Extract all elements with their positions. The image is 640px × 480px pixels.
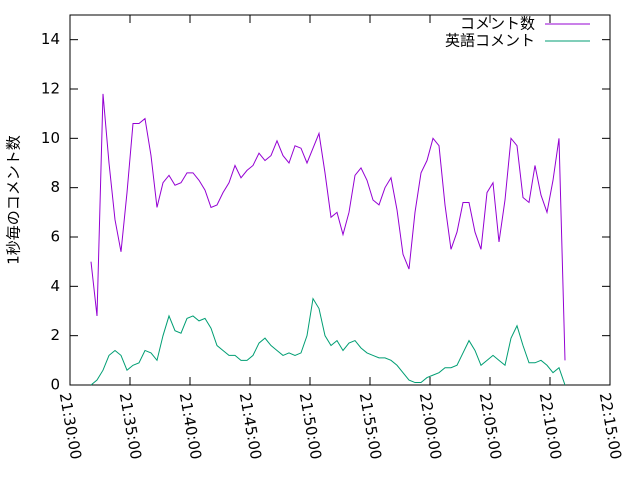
x-tick-label: 21:35:00 (116, 391, 145, 460)
legend-label: コメント数 (460, 15, 535, 33)
legend-label: 英語コメント (445, 32, 535, 50)
y-tick-label: 10 (41, 129, 60, 147)
x-tick-label: 21:40:00 (176, 391, 205, 460)
x-tick-label: 21:50:00 (296, 391, 325, 460)
y-tick-label: 8 (50, 178, 60, 196)
y-tick-label: 4 (50, 277, 60, 295)
y-tick-label: 2 (50, 326, 60, 344)
y-tick-label: 12 (41, 80, 60, 98)
x-tick-label: 21:30:00 (56, 391, 85, 460)
y-tick-label: 0 (50, 376, 60, 394)
x-tick-label: 21:45:00 (236, 391, 265, 460)
x-tick-label: 22:05:00 (476, 391, 505, 460)
plot-border (69, 14, 611, 386)
y-tick-label: 14 (41, 30, 60, 48)
x-tick-label: 21:55:00 (356, 391, 385, 460)
x-tick-label: 22:15:00 (596, 391, 625, 460)
data-line (90, 93, 566, 361)
data-line (90, 297, 566, 386)
x-tick-label: 22:10:00 (536, 391, 565, 460)
y-axis-label: 1秒毎のコメント数 (5, 135, 23, 265)
x-tick-label: 22:00:00 (416, 391, 445, 460)
y-tick-label: 6 (50, 228, 60, 246)
